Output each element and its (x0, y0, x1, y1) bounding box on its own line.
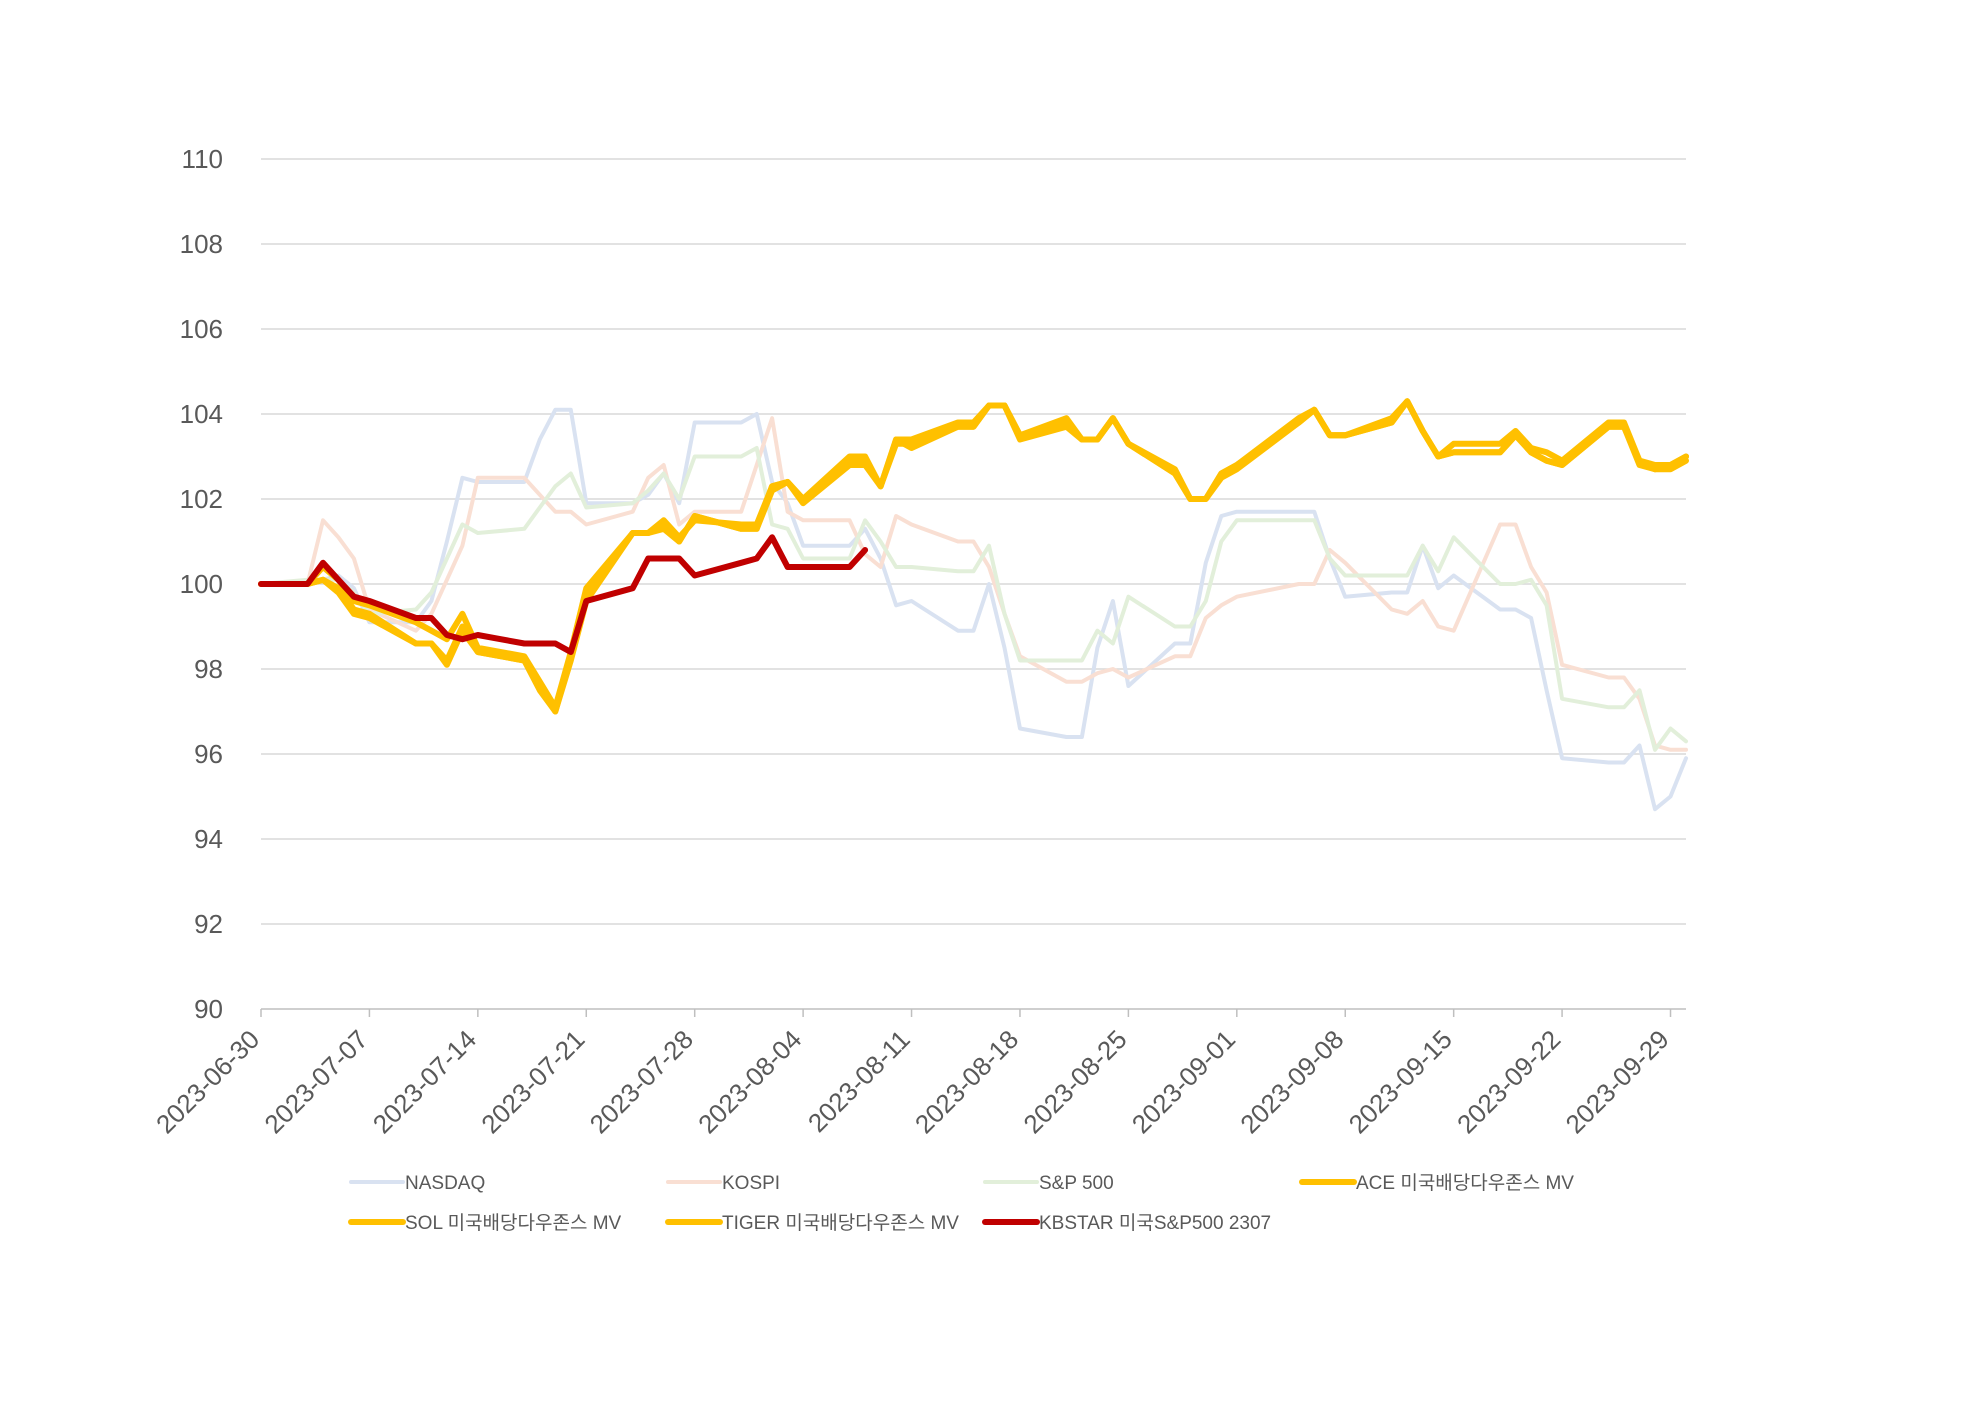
y-tick-label: 108 (180, 229, 223, 259)
legend-item: KOSPI (666, 1173, 780, 1194)
legend-label: NASDAQ (405, 1173, 485, 1194)
y-axis-tick-labels: 90 92 94 96 98 100 102 104 106 108 110 (180, 144, 223, 1024)
x-tick-label: 2023-08-04 (692, 1024, 807, 1139)
y-tick-label: 92 (194, 909, 223, 939)
series-line-7 (258, 534, 869, 655)
x-tick-label: 2023-07-28 (584, 1024, 699, 1139)
y-tick-label: 102 (180, 484, 223, 514)
x-axis: 2023-06-302023-07-072023-07-142023-07-21… (150, 1009, 1675, 1139)
legend-item: ACE 미국배당다우존스 MV (1299, 1172, 1574, 1194)
legend: NASDAQ KOSPI S&P 500 ACE 미국배당다우존스 MV SOL 미국배… (348, 1172, 1574, 1234)
legend-label: KOSPI (722, 1173, 780, 1194)
legend-label: S&P 500 (1039, 1173, 1114, 1194)
x-tick-label: 2023-07-14 (367, 1024, 482, 1139)
x-tick-label: 2023-09-22 (1451, 1024, 1566, 1139)
x-tick-label: 2023-09-08 (1234, 1024, 1349, 1139)
legend-item: S&P 500 (983, 1173, 1114, 1194)
y-tick-label: 110 (182, 144, 223, 174)
x-tick-label: 2023-08-25 (1017, 1024, 1132, 1139)
legend-item: NASDAQ (349, 1173, 485, 1194)
legend-label: TIGER 미국배당다우존스 MV (722, 1212, 959, 1234)
x-tick-label: 2023-06-30 (150, 1024, 265, 1139)
series-layer (258, 398, 1689, 812)
y-tick-label: 100 (180, 569, 223, 599)
y-tick-label: 94 (194, 824, 223, 854)
x-tick-label: 2023-09-15 (1343, 1024, 1458, 1139)
x-tick-label: 2023-08-11 (802, 1024, 916, 1138)
legend-label: KBSTAR 미국S&P500 2307 (1039, 1212, 1271, 1234)
x-tick-label: 2023-07-07 (258, 1024, 373, 1139)
x-tick-label: 2023-08-18 (909, 1024, 1024, 1139)
legend-item: TIGER 미국배당다우존스 MV (665, 1212, 959, 1234)
y-tick-label: 90 (194, 994, 223, 1024)
legend-item: SOL 미국배당다우존스 MV (348, 1212, 622, 1234)
series-line-6 (258, 398, 1689, 715)
y-tick-label: 98 (194, 654, 223, 684)
legend-item: KBSTAR 미국S&P500 2307 (982, 1212, 1271, 1234)
series-line-1 (259, 407, 1688, 812)
gridlines (261, 158, 1686, 1010)
x-tick-label: 2023-09-29 (1559, 1024, 1674, 1139)
series-line-3 (259, 446, 1688, 752)
y-tick-label: 104 (180, 399, 223, 429)
y-tick-label: 96 (194, 739, 223, 769)
series-line-2 (259, 416, 1688, 752)
legend-label: SOL 미국배당다우존스 MV (405, 1212, 622, 1234)
x-tick-label: 2023-09-01 (1126, 1024, 1241, 1139)
x-tick-label: 2023-07-21 (475, 1024, 590, 1139)
y-tick-label: 106 (180, 314, 223, 344)
legend-label: ACE 미국배당다우존스 MV (1356, 1172, 1574, 1194)
